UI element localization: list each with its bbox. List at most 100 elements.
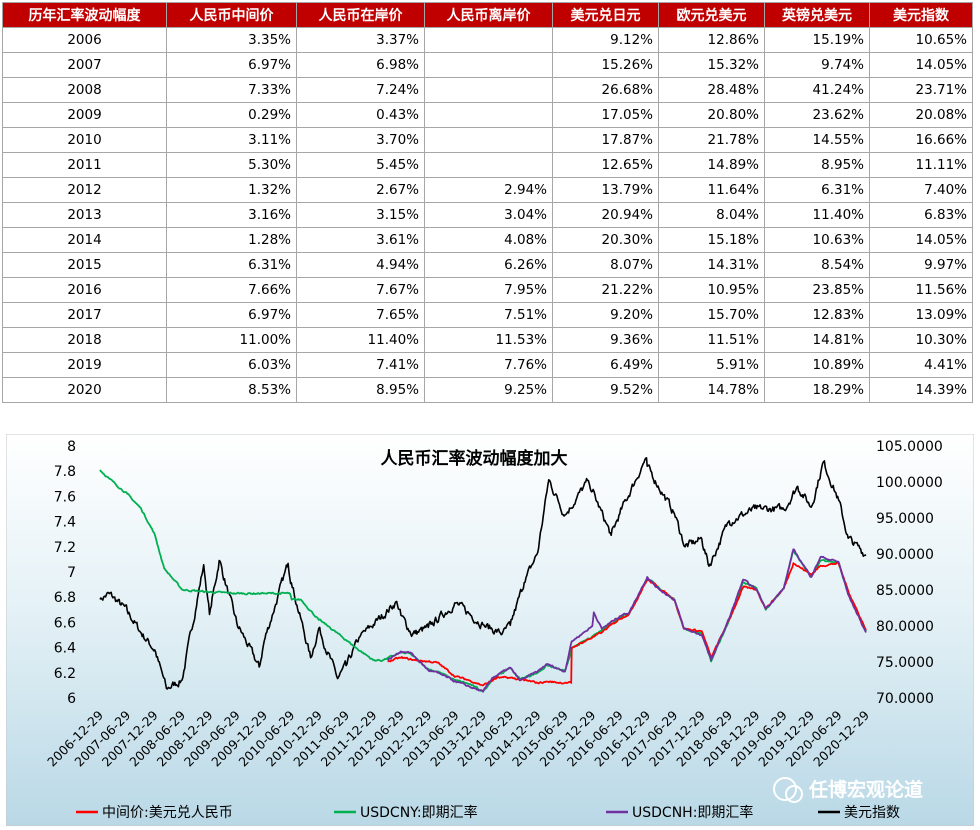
year-cell: 2011 (2, 152, 167, 178)
column-header: 人民币在岸价 (296, 2, 425, 28)
column-header: 美元指数 (869, 2, 973, 28)
volatility-table: 历年汇率波动幅度 人民币中间价 人民币在岸价 人民币离岸价 美元兑日元 欧元兑美元 英镑兑美… (2, 2, 973, 403)
table-cell: 4.08% (424, 227, 553, 253)
left-tick-label: 8 (67, 439, 76, 455)
table-cell: 9.25% (424, 377, 553, 403)
left-tick-label: 6.2 (54, 666, 76, 682)
table-cell: 7.33% (166, 77, 297, 103)
table-cell: 20.08% (869, 102, 973, 128)
left-tick-label: 6.4 (54, 641, 76, 657)
table-cell: 8.95% (296, 377, 425, 403)
table-cell: 3.16% (166, 202, 297, 228)
table-cell: 23.71% (869, 77, 973, 103)
watermark-text: 任博宏观论道 (808, 778, 923, 801)
table-cell: 18.29% (764, 377, 870, 403)
right-tick-label: 85.0000 (876, 583, 934, 599)
table-cell: 5.45% (296, 152, 425, 178)
table-cell: 9.20% (552, 302, 659, 328)
table-row: 2009 0.29% 0.43% 17.05% 20.80% 23.62% 20.08% (2, 102, 973, 128)
table-cell: 13.09% (869, 302, 973, 328)
year-cell: 2009 (2, 102, 167, 128)
table-cell (424, 152, 553, 178)
table-row: 2012 1.32% 2.67% 2.94% 13.79% 11.64% 6.31% 7.40… (2, 177, 973, 203)
table-cell: 8.54% (764, 252, 870, 278)
table-cell: 9.97% (869, 252, 973, 278)
table-cell: 14.78% (658, 377, 765, 403)
table-cell: 21.78% (658, 127, 765, 153)
watermark: 任博宏观论道 (773, 777, 923, 803)
table-row: 2014 1.28% 3.61% 4.08% 20.30% 15.18% 10.63% 14.… (2, 227, 973, 253)
table-cell: 12.86% (658, 27, 765, 53)
year-cell: 2018 (2, 327, 167, 353)
table-cell: 9.36% (552, 327, 659, 353)
table-row: 2016 7.66% 7.67% 7.95% 21.22% 10.95% 23.85% 11.… (2, 277, 973, 303)
table-cell: 15.26% (552, 52, 659, 78)
year-cell: 2013 (2, 202, 167, 228)
chart-area: 6 6.2 6.4 6.6 6.8 7 7.2 7.4 7.6 7.8 8 70.0000 75.00… (6, 434, 974, 826)
year-cell: 2007 (2, 52, 167, 78)
table-cell: 10.65% (869, 27, 973, 53)
table-cell: 6.31% (166, 252, 297, 278)
table-cell: 7.65% (296, 302, 425, 328)
right-tick-label: 80.0000 (876, 619, 934, 635)
header-row: 历年汇率波动幅度 人民币中间价 人民币在岸价 人民币离岸价 美元兑日元 欧元兑美元 英镑兑美… (2, 2, 973, 28)
series-layer (99, 456, 867, 693)
table-cell: 7.67% (296, 277, 425, 303)
table-cell: 5.30% (166, 152, 297, 178)
series-line-2 (387, 548, 867, 693)
column-header: 欧元兑美元 (658, 2, 765, 28)
table-cell: 1.32% (166, 177, 297, 203)
table-cell: 6.97% (166, 52, 297, 78)
chart-legend: 中间价:美元兑人民币 USDCNY:即期汇率 USDCNH:即期汇率 美元指数 (76, 804, 900, 821)
table-cell: 10.63% (764, 227, 870, 253)
table-row: 2015 6.31% 4.94% 6.26% 8.07% 14.31% 8.54% 9.97% (2, 252, 973, 278)
table-cell: 12.83% (764, 302, 870, 328)
table-cell: 11.56% (869, 277, 973, 303)
table-cell: 11.40% (296, 327, 425, 353)
table-cell: 14.81% (764, 327, 870, 353)
table-cell: 23.85% (764, 277, 870, 303)
table-cell: 1.28% (166, 227, 297, 253)
table-cell: 17.05% (552, 102, 659, 128)
table-cell: 3.11% (166, 127, 297, 153)
table-cell: 17.87% (552, 127, 659, 153)
year-cell: 2017 (2, 302, 167, 328)
table-cell: 6.26% (424, 252, 553, 278)
right-axis-ticks: 70.0000 75.0000 80.0000 85.0000 90.0000 95.00… (876, 439, 943, 707)
table-cell: 6.49% (552, 352, 659, 378)
table-cell: 5.91% (658, 352, 765, 378)
table-cell: 8.53% (166, 377, 297, 403)
table-row: 2020 8.53% 8.95% 9.25% 9.52% 14.78% 18.29% 14.3… (2, 377, 973, 403)
table-cell: 8.04% (658, 202, 765, 228)
table-cell: 14.05% (869, 52, 973, 78)
table-row: 2013 3.16% 3.15% 3.04% 20.94% 8.04% 11.40% 6.83… (2, 202, 973, 228)
right-tick-label: 70.0000 (876, 691, 934, 707)
table-cell: 20.94% (552, 202, 659, 228)
table-cell: 9.74% (764, 52, 870, 78)
table-cell: 14.39% (869, 377, 973, 403)
table-cell: 3.61% (296, 227, 425, 253)
right-tick-label: 105.0000 (876, 439, 943, 455)
table-cell: 3.35% (166, 27, 297, 53)
table-cell: 14.89% (658, 152, 765, 178)
table-cell: 4.41% (869, 352, 973, 378)
table-cell: 4.94% (296, 252, 425, 278)
left-tick-label: 7.8 (54, 464, 76, 480)
table-cell: 20.80% (658, 102, 765, 128)
table-cell (424, 52, 553, 78)
legend-label: 美元指数 (844, 805, 900, 821)
table-cell (424, 27, 553, 53)
table-cell: 41.24% (764, 77, 870, 103)
table-cell: 28.48% (658, 77, 765, 103)
table-cell: 6.98% (296, 52, 425, 78)
wechat-icon (773, 777, 797, 801)
chart-background (6, 434, 974, 826)
right-tick-label: 90.0000 (876, 547, 934, 563)
table-cell: 3.15% (296, 202, 425, 228)
left-tick-label: 6.6 (54, 615, 76, 631)
year-cell: 2008 (2, 77, 167, 103)
left-tick-label: 7.6 (54, 489, 76, 505)
column-header: 历年汇率波动幅度 (2, 2, 167, 28)
table-cell: 6.03% (166, 352, 297, 378)
table-row: 2018 11.00% 11.40% 11.53% 9.36% 11.51% 14.81% 1… (2, 327, 973, 353)
